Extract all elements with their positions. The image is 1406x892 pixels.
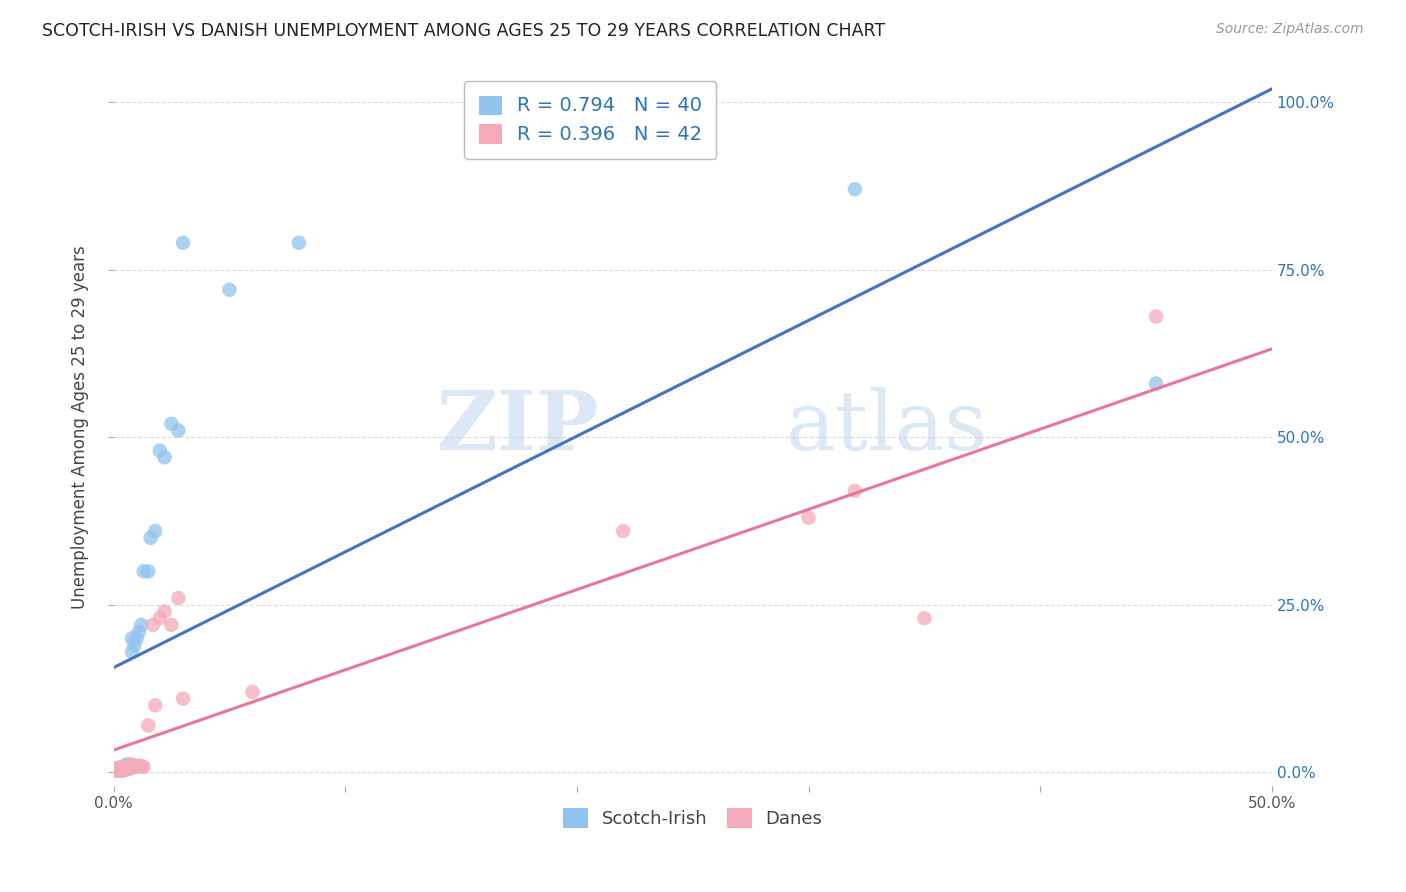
- Point: [218, 283, 240, 297]
- Point: [110, 761, 132, 775]
- Point: [288, 235, 311, 250]
- Point: [131, 618, 153, 632]
- Point: [104, 764, 127, 778]
- Point: [104, 762, 127, 776]
- Point: [136, 564, 159, 578]
- Point: [125, 760, 148, 774]
- Point: [117, 760, 139, 774]
- Point: [114, 761, 136, 775]
- Point: [104, 762, 127, 776]
- Point: [844, 483, 866, 498]
- Point: [107, 761, 129, 775]
- Point: [160, 618, 183, 632]
- Point: [912, 611, 935, 625]
- Point: [797, 510, 820, 524]
- Point: [114, 761, 136, 775]
- Point: [124, 759, 146, 773]
- Point: [167, 424, 190, 438]
- Point: [110, 761, 132, 775]
- Point: [118, 758, 141, 772]
- Point: [110, 761, 132, 775]
- Point: [242, 685, 264, 699]
- Point: [143, 698, 166, 713]
- Point: [114, 759, 136, 773]
- Text: atlas: atlas: [786, 387, 987, 467]
- Point: [121, 757, 143, 772]
- Point: [142, 618, 165, 632]
- Point: [110, 762, 132, 776]
- Point: [107, 763, 129, 777]
- Point: [153, 605, 176, 619]
- Point: [125, 632, 148, 646]
- Text: Source: ZipAtlas.com: Source: ZipAtlas.com: [1216, 22, 1364, 37]
- Point: [132, 564, 155, 578]
- Legend: Scotch-Irish, Danes: Scotch-Irish, Danes: [557, 801, 830, 835]
- Point: [143, 524, 166, 538]
- Point: [118, 761, 141, 775]
- Point: [114, 758, 136, 772]
- Point: [114, 763, 136, 777]
- Point: [128, 624, 150, 639]
- Point: [160, 417, 183, 431]
- Point: [111, 760, 134, 774]
- Point: [114, 763, 136, 777]
- Point: [118, 761, 141, 775]
- Point: [128, 758, 150, 772]
- Point: [104, 764, 127, 778]
- Point: [172, 235, 194, 250]
- Point: [172, 691, 194, 706]
- Point: [121, 645, 143, 659]
- Point: [117, 760, 139, 774]
- Text: SCOTCH-IRISH VS DANISH UNEMPLOYMENT AMONG AGES 25 TO 29 YEARS CORRELATION CHART: SCOTCH-IRISH VS DANISH UNEMPLOYMENT AMON…: [42, 22, 886, 40]
- Point: [132, 760, 155, 774]
- Point: [117, 757, 139, 772]
- Point: [104, 763, 127, 777]
- Text: ZIP: ZIP: [437, 387, 600, 467]
- Point: [149, 611, 172, 625]
- Point: [111, 764, 134, 778]
- Point: [111, 762, 134, 776]
- Point: [167, 591, 190, 606]
- Point: [107, 761, 129, 775]
- Point: [149, 443, 172, 458]
- Point: [1144, 376, 1167, 391]
- Point: [107, 762, 129, 776]
- Point: [612, 524, 634, 538]
- Point: [117, 762, 139, 776]
- Point: [107, 764, 129, 778]
- Point: [107, 764, 129, 778]
- Point: [131, 759, 153, 773]
- Point: [111, 760, 134, 774]
- Y-axis label: Unemployment Among Ages 25 to 29 years: Unemployment Among Ages 25 to 29 years: [72, 245, 89, 609]
- Point: [107, 761, 129, 775]
- Point: [136, 718, 159, 732]
- Point: [121, 632, 143, 646]
- Point: [153, 450, 176, 465]
- Point: [111, 764, 134, 778]
- Point: [118, 758, 141, 772]
- Point: [110, 762, 132, 776]
- Point: [117, 762, 139, 776]
- Point: [110, 763, 132, 777]
- Point: [121, 761, 143, 775]
- Point: [844, 182, 866, 196]
- Point: [139, 531, 162, 545]
- Point: [1144, 310, 1167, 324]
- Point: [111, 762, 134, 776]
- Point: [110, 764, 132, 778]
- Point: [107, 763, 129, 777]
- Point: [110, 763, 132, 777]
- Point: [124, 638, 146, 652]
